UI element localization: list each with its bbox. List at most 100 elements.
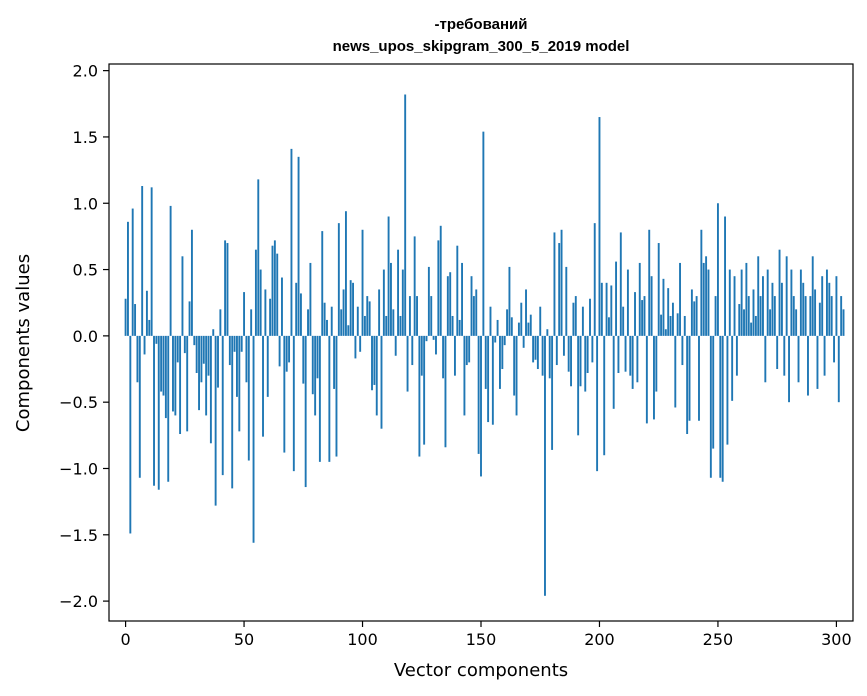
bar-139 — [453, 335, 456, 376]
bar-133 — [439, 225, 442, 336]
bar-246 — [707, 269, 710, 336]
y-tick-label-7: −1.5 — [59, 526, 98, 545]
bar-212 — [626, 269, 629, 336]
x-tick-label-250: 250 — [703, 630, 734, 649]
bar-57 — [259, 269, 262, 336]
bar-77 — [307, 309, 309, 336]
bar-80 — [314, 335, 317, 416]
bar-161 — [506, 309, 509, 336]
bar-230 — [669, 315, 672, 336]
bar-9 — [145, 290, 148, 336]
bar-15 — [160, 335, 163, 392]
bar-220 — [645, 335, 648, 424]
bar-195 — [586, 335, 589, 373]
bar-87 — [330, 306, 333, 336]
bar-147 — [472, 296, 475, 336]
bar-46 — [233, 335, 236, 352]
bar-171 — [529, 314, 532, 336]
bar-178 — [546, 329, 549, 336]
bar-20 — [172, 335, 174, 412]
bar-301 — [837, 335, 840, 403]
bar-42 — [224, 240, 227, 336]
bar-223 — [653, 335, 655, 420]
bar-263 — [747, 296, 750, 336]
bar-91 — [340, 309, 343, 336]
bar-232 — [674, 335, 677, 408]
bar-284 — [797, 335, 800, 383]
bar-163 — [510, 317, 513, 336]
bar-243 — [700, 229, 703, 336]
bar-4 — [134, 304, 137, 336]
bar-254 — [726, 335, 729, 445]
bar-0 — [124, 298, 127, 336]
bar-283 — [795, 309, 798, 336]
bar-226 — [660, 314, 663, 336]
bar-48 — [238, 335, 241, 432]
bar-227 — [662, 278, 665, 336]
bar-115 — [397, 249, 400, 336]
bar-188 — [570, 335, 572, 387]
bar-200 — [598, 117, 601, 336]
bar-58 — [262, 335, 264, 437]
bar-95 — [349, 280, 352, 336]
bar-35 — [207, 335, 210, 376]
bar-101 — [363, 315, 366, 336]
bar-90 — [337, 223, 340, 336]
bar-30 — [195, 335, 198, 373]
bar-164 — [513, 335, 516, 396]
bar-65 — [278, 335, 281, 367]
y-axis: 2.0 1.5 1.0 0.5 0.0 −0.5 −1.0 −1.5 −2.0 — [59, 62, 109, 611]
bar-180 — [551, 335, 554, 450]
y-tick-label-6: −1.0 — [59, 459, 98, 478]
bar-102 — [366, 296, 369, 336]
bar-67 — [283, 335, 286, 453]
bar-142 — [461, 262, 463, 336]
bar-261 — [743, 309, 745, 336]
bar-256 — [731, 335, 734, 401]
bar-136 — [446, 276, 449, 336]
bar-253 — [724, 216, 726, 336]
bar-240 — [693, 301, 696, 336]
bar-251 — [719, 335, 722, 478]
bar-43 — [226, 243, 229, 336]
bar-8 — [143, 335, 146, 355]
bar-138 — [451, 315, 454, 336]
bar-33 — [202, 335, 205, 364]
bar-85 — [326, 319, 328, 336]
bar-88 — [333, 335, 336, 389]
bar-60 — [266, 335, 269, 397]
bar-112 — [390, 262, 392, 336]
bar-275 — [776, 335, 779, 370]
bar-22 — [176, 335, 179, 363]
bar-198 — [593, 223, 596, 336]
bar-185 — [562, 335, 565, 356]
bar-279 — [785, 256, 788, 336]
bar-238 — [688, 335, 691, 421]
bar-202 — [603, 335, 606, 456]
bar-51 — [245, 335, 248, 383]
bars-group — [124, 94, 845, 596]
bar-214 — [631, 335, 634, 389]
bar-152 — [484, 335, 487, 389]
bar-132 — [437, 240, 440, 336]
bar-259 — [738, 304, 741, 336]
bar-213 — [629, 335, 632, 376]
y-axis-label: Components values — [13, 254, 34, 432]
y-tick-label-0: 2.0 — [73, 62, 98, 81]
bar-36 — [209, 335, 212, 444]
bar-247 — [709, 335, 712, 478]
x-tick-label-300: 300 — [821, 630, 852, 649]
bar-266 — [754, 315, 757, 336]
x-axis-label: Vector components — [394, 660, 568, 681]
bar-241 — [695, 296, 698, 336]
bar-260 — [740, 269, 743, 336]
bar-128 — [427, 266, 430, 336]
bar-262 — [745, 262, 748, 336]
bar-258 — [735, 335, 738, 376]
bar-29 — [193, 335, 196, 346]
bar-193 — [581, 306, 584, 336]
bar-145 — [468, 335, 471, 363]
bar-17 — [164, 335, 167, 419]
bar-237 — [686, 335, 689, 435]
bar-3 — [131, 208, 134, 336]
